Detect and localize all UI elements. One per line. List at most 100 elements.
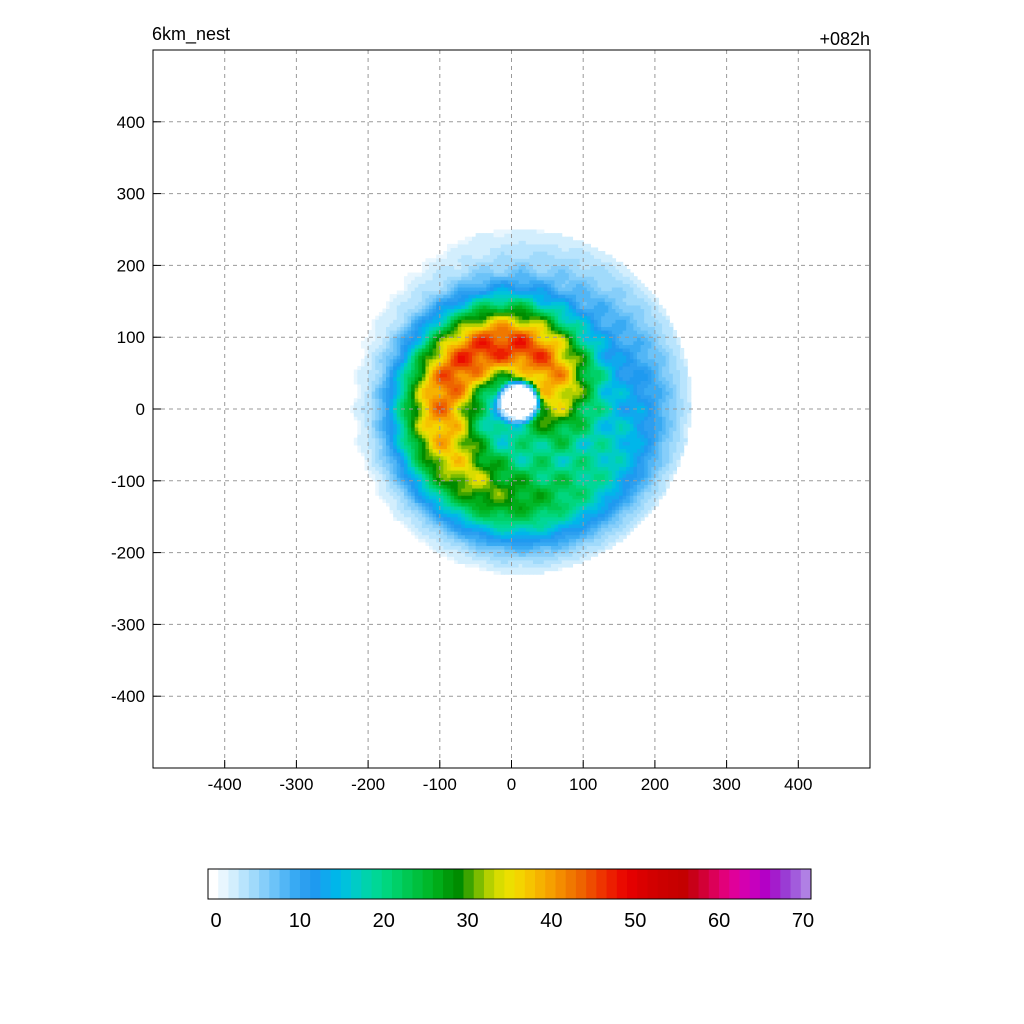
field-cell <box>493 473 498 478</box>
field-cell <box>504 261 509 266</box>
field-cell <box>443 286 448 292</box>
field-cell <box>576 541 581 547</box>
field-cell <box>522 534 527 539</box>
field-cell <box>425 520 430 525</box>
field-cell <box>432 523 437 529</box>
field-cell <box>454 344 459 349</box>
field-cell <box>389 383 394 389</box>
field-cell <box>489 437 495 442</box>
field-cell <box>529 297 534 302</box>
field-cell <box>500 312 505 317</box>
field-cell <box>457 473 462 478</box>
field-cell <box>382 344 387 349</box>
field-cell <box>493 272 498 277</box>
field-cell <box>439 462 444 468</box>
field-cell <box>489 383 495 389</box>
field-cell <box>457 556 462 561</box>
field-cell <box>468 290 473 295</box>
field-cell <box>550 538 556 543</box>
field-cell <box>393 473 398 478</box>
field-cell <box>443 294 448 299</box>
field-cell <box>360 362 366 367</box>
field-cell <box>421 333 427 338</box>
field-cell <box>504 344 509 349</box>
field-cell <box>421 261 427 266</box>
field-cell <box>558 491 563 496</box>
field-cell <box>568 434 574 439</box>
field-cell <box>464 376 470 381</box>
field-cell <box>403 502 409 507</box>
field-cell <box>360 444 366 450</box>
field-cell <box>504 423 509 428</box>
field-cell <box>525 290 531 295</box>
field-cell <box>515 566 520 572</box>
field-cell <box>565 513 570 518</box>
field-cell <box>554 369 559 374</box>
field-cell <box>507 290 513 295</box>
field-cell <box>418 495 423 500</box>
field-cell <box>436 301 441 306</box>
field-cell <box>429 337 434 342</box>
field-cell <box>543 362 548 367</box>
field-cell <box>436 383 441 389</box>
field-cell <box>540 373 545 378</box>
field-cell <box>472 383 477 389</box>
field-cell <box>472 401 477 407</box>
field-cell <box>497 351 502 356</box>
field-cell <box>529 441 534 446</box>
field-cell <box>554 444 559 450</box>
field-cell <box>550 534 556 539</box>
field-cell <box>382 362 387 367</box>
field-cell <box>515 251 520 256</box>
field-cell <box>493 351 498 356</box>
field-cell <box>576 330 581 335</box>
field-cell <box>540 502 545 507</box>
field-cell <box>461 484 466 489</box>
field-cell <box>511 380 516 385</box>
field-cell <box>389 434 394 439</box>
field-cell <box>375 448 380 453</box>
field-cell <box>446 369 452 374</box>
field-cell <box>436 358 441 363</box>
field-cell <box>411 430 416 435</box>
field-cell <box>450 498 455 503</box>
field-cell <box>500 268 505 274</box>
field-cell <box>375 340 380 345</box>
field-cell <box>518 261 523 266</box>
field-cell <box>504 484 509 489</box>
field-cell <box>540 559 545 564</box>
field-cell <box>558 233 563 238</box>
field-cell <box>507 380 513 385</box>
field-cell <box>529 448 534 453</box>
field-cell <box>436 484 441 489</box>
field-cell <box>432 459 437 464</box>
field-cell <box>540 426 545 432</box>
field-cell <box>393 441 398 446</box>
field-cell <box>457 312 462 317</box>
field-cell <box>536 459 541 464</box>
field-cell <box>522 509 527 514</box>
field-cell <box>418 437 423 442</box>
field-cell <box>382 426 387 432</box>
field-cell <box>540 279 545 284</box>
field-cell <box>472 498 477 503</box>
field-cell <box>572 272 577 277</box>
field-cell <box>414 495 419 500</box>
field-cell <box>533 541 538 547</box>
field-cell <box>576 254 581 259</box>
field-cell <box>486 441 491 446</box>
field-cell <box>353 401 358 407</box>
field-cell <box>500 434 505 439</box>
field-cell <box>482 520 488 525</box>
field-cell <box>565 387 570 392</box>
field-cell <box>579 545 584 550</box>
field-cell <box>550 516 556 521</box>
field-cell <box>536 236 541 241</box>
field-cell <box>561 527 566 532</box>
field-cell <box>497 423 502 428</box>
field-cell <box>454 444 459 450</box>
field-cell <box>525 326 531 331</box>
field-cell <box>504 466 509 471</box>
field-cell <box>439 322 444 328</box>
field-cell <box>432 491 437 496</box>
